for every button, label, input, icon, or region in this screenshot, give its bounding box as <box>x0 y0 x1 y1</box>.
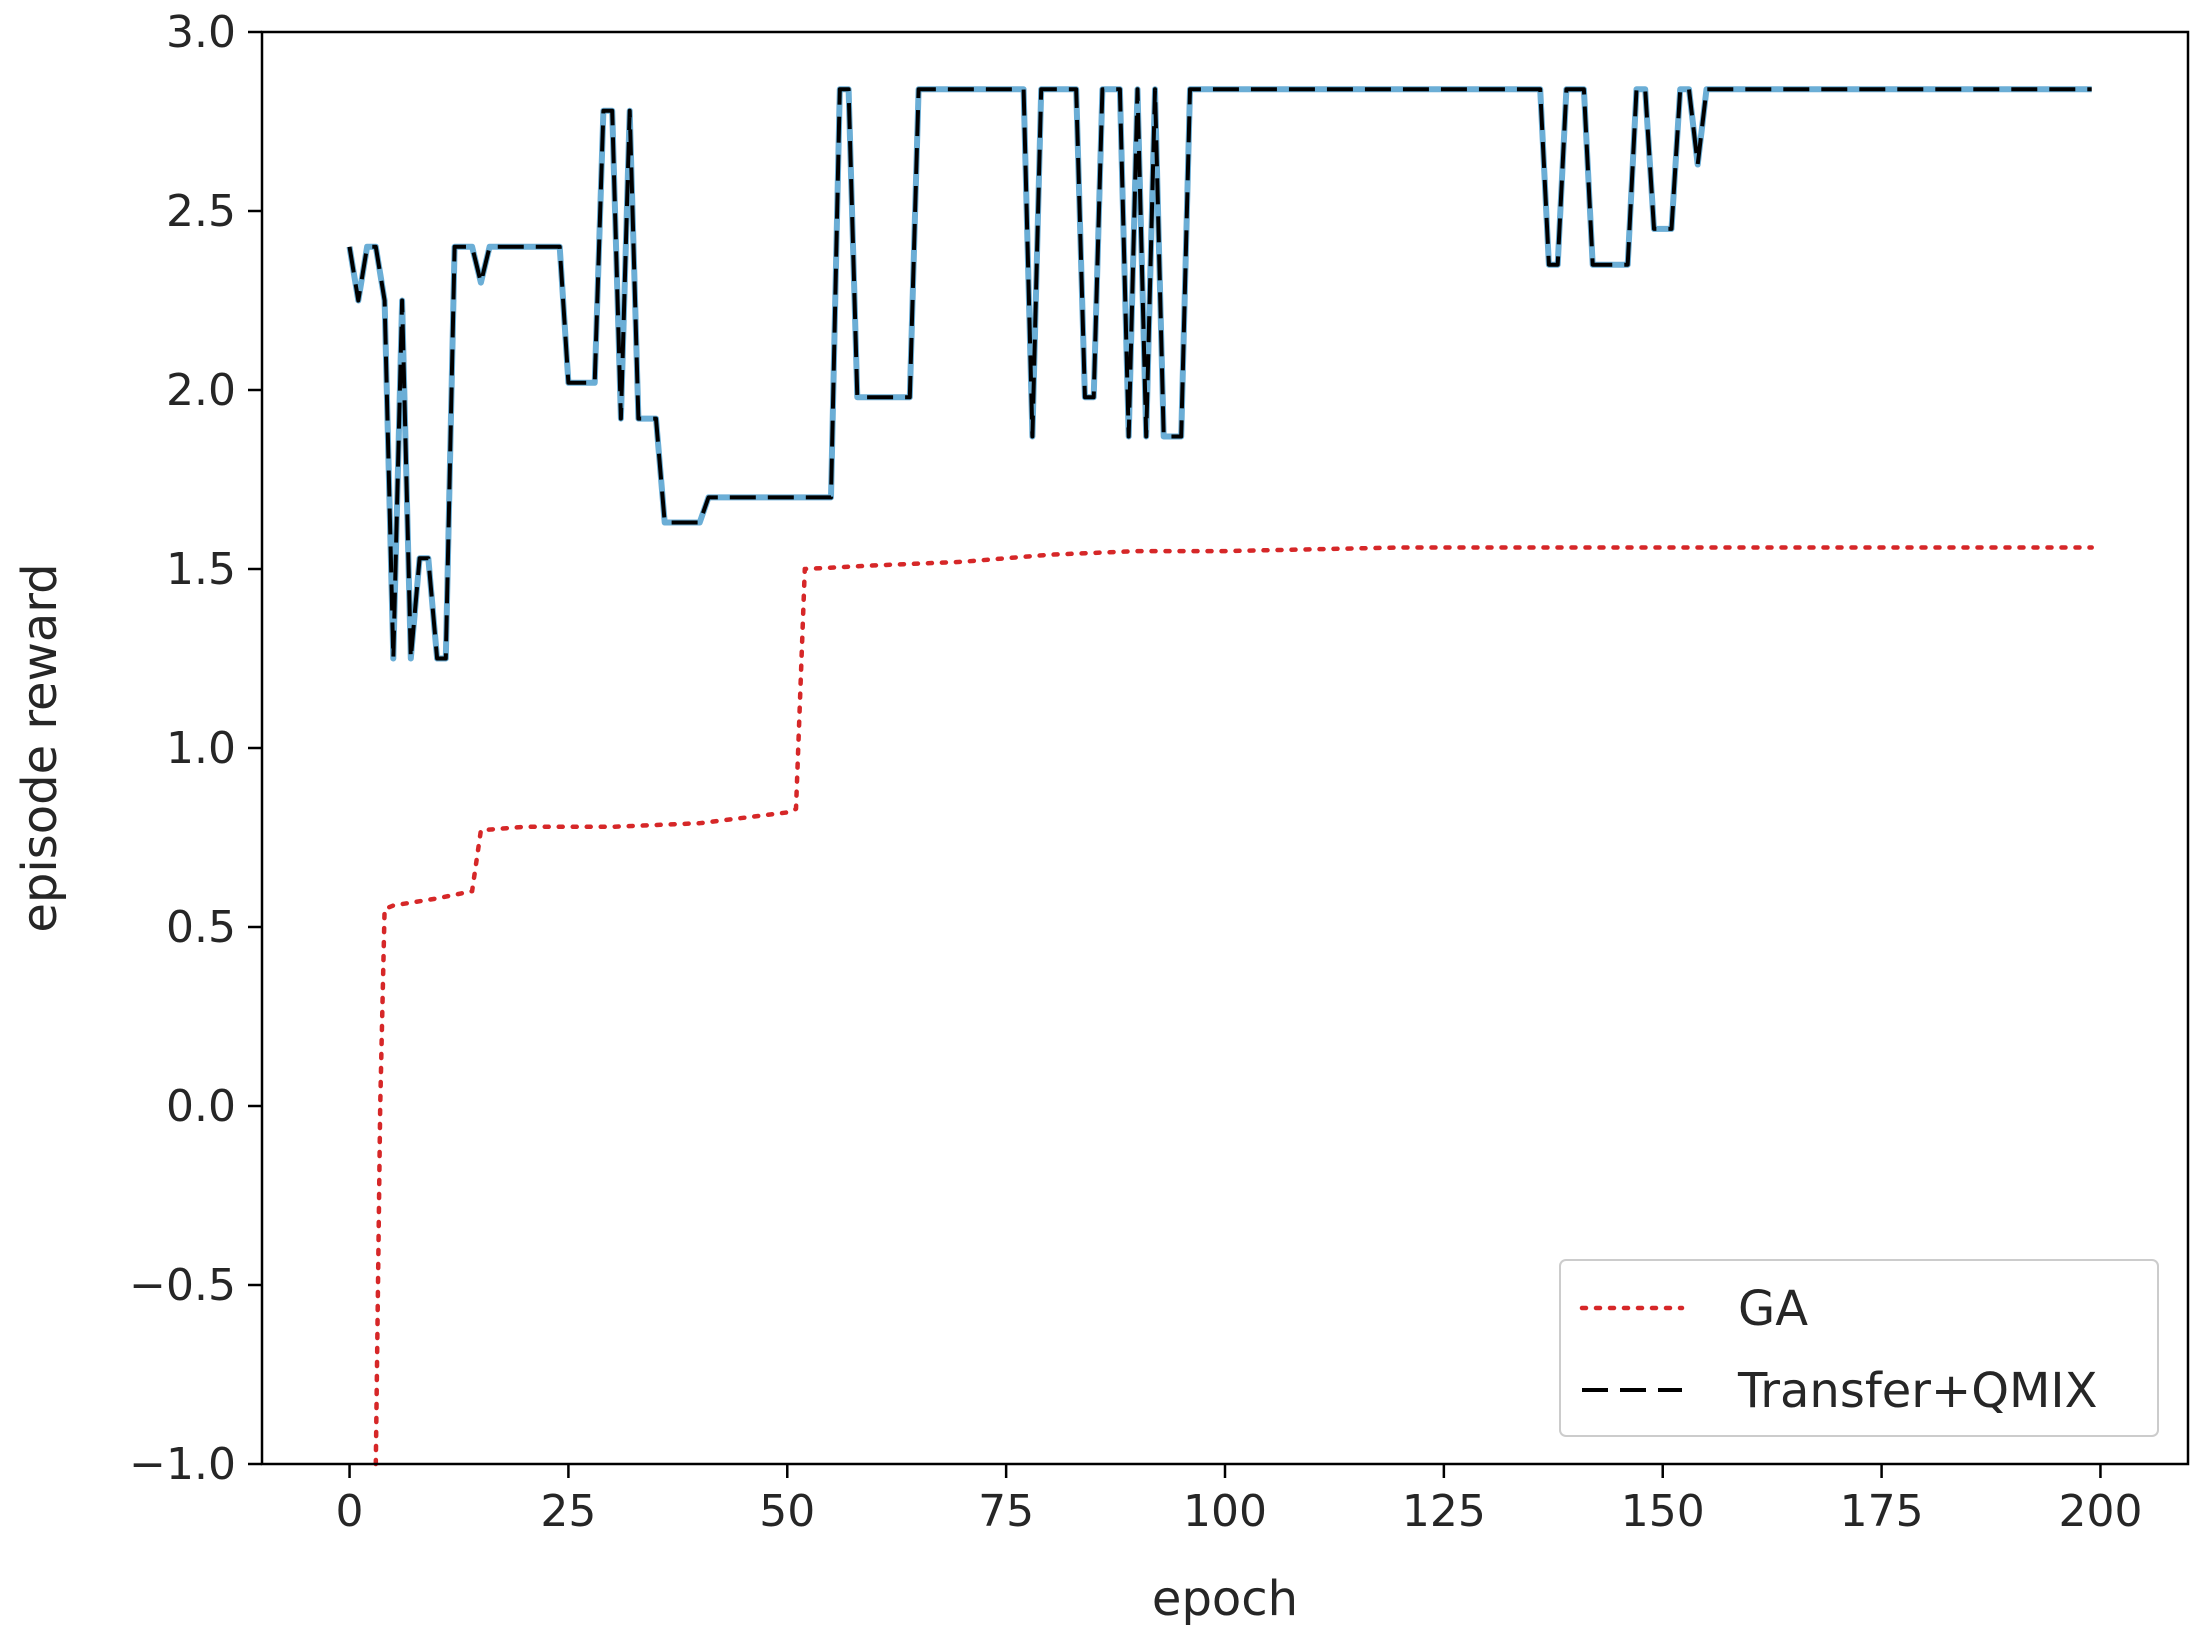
x-tick-label: 175 <box>1840 1486 1924 1537</box>
y-tick-label: 1.5 <box>166 544 236 595</box>
y-tick-label: 3.0 <box>166 7 236 58</box>
series-underlay-transfer-qmix <box>346 86 2092 662</box>
legend-label-ga: GA <box>1738 1281 1808 1337</box>
y-tick-label: 1.0 <box>166 723 236 774</box>
x-tick-label: 75 <box>978 1486 1034 1537</box>
plot-frame <box>260 30 2190 1466</box>
y-axis-ticks: −1.0 −0.5 0.0 0.5 1.0 1.5 2.0 2.5 3.0 <box>129 7 262 1490</box>
y-tick-label: 0.5 <box>166 902 236 953</box>
y-axis-label: episode reward <box>12 563 68 932</box>
x-tick-label: 50 <box>759 1486 815 1537</box>
x-axis-label: epoch <box>1152 1571 1298 1627</box>
y-tick-label: 0.0 <box>166 1081 236 1132</box>
y-tick-label: −0.5 <box>129 1260 236 1311</box>
x-axis-ticks: 0 25 50 75 100 125 150 175 200 <box>336 1464 2142 1537</box>
x-tick-label: 0 <box>336 1486 364 1537</box>
y-tick-label: −1.0 <box>129 1439 236 1490</box>
y-tick-label: 2.0 <box>166 365 236 416</box>
x-tick-label: 150 <box>1621 1486 1705 1537</box>
x-tick-label: 200 <box>2058 1486 2142 1537</box>
legend-label-transfer-qmix: Transfer+QMIX <box>1737 1363 2097 1419</box>
x-tick-label: 125 <box>1402 1486 1486 1537</box>
x-tick-label: 25 <box>540 1486 596 1537</box>
legend-box <box>1559 1259 2159 1437</box>
x-tick-label: 100 <box>1183 1486 1267 1537</box>
legend: GA Transfer+QMIX <box>1559 1259 2159 1437</box>
series-line-ga <box>373 545 2094 1467</box>
series-line-transfer-qmix <box>347 87 2092 661</box>
y-tick-label: 2.5 <box>166 186 236 237</box>
plot-series <box>346 86 2094 1467</box>
